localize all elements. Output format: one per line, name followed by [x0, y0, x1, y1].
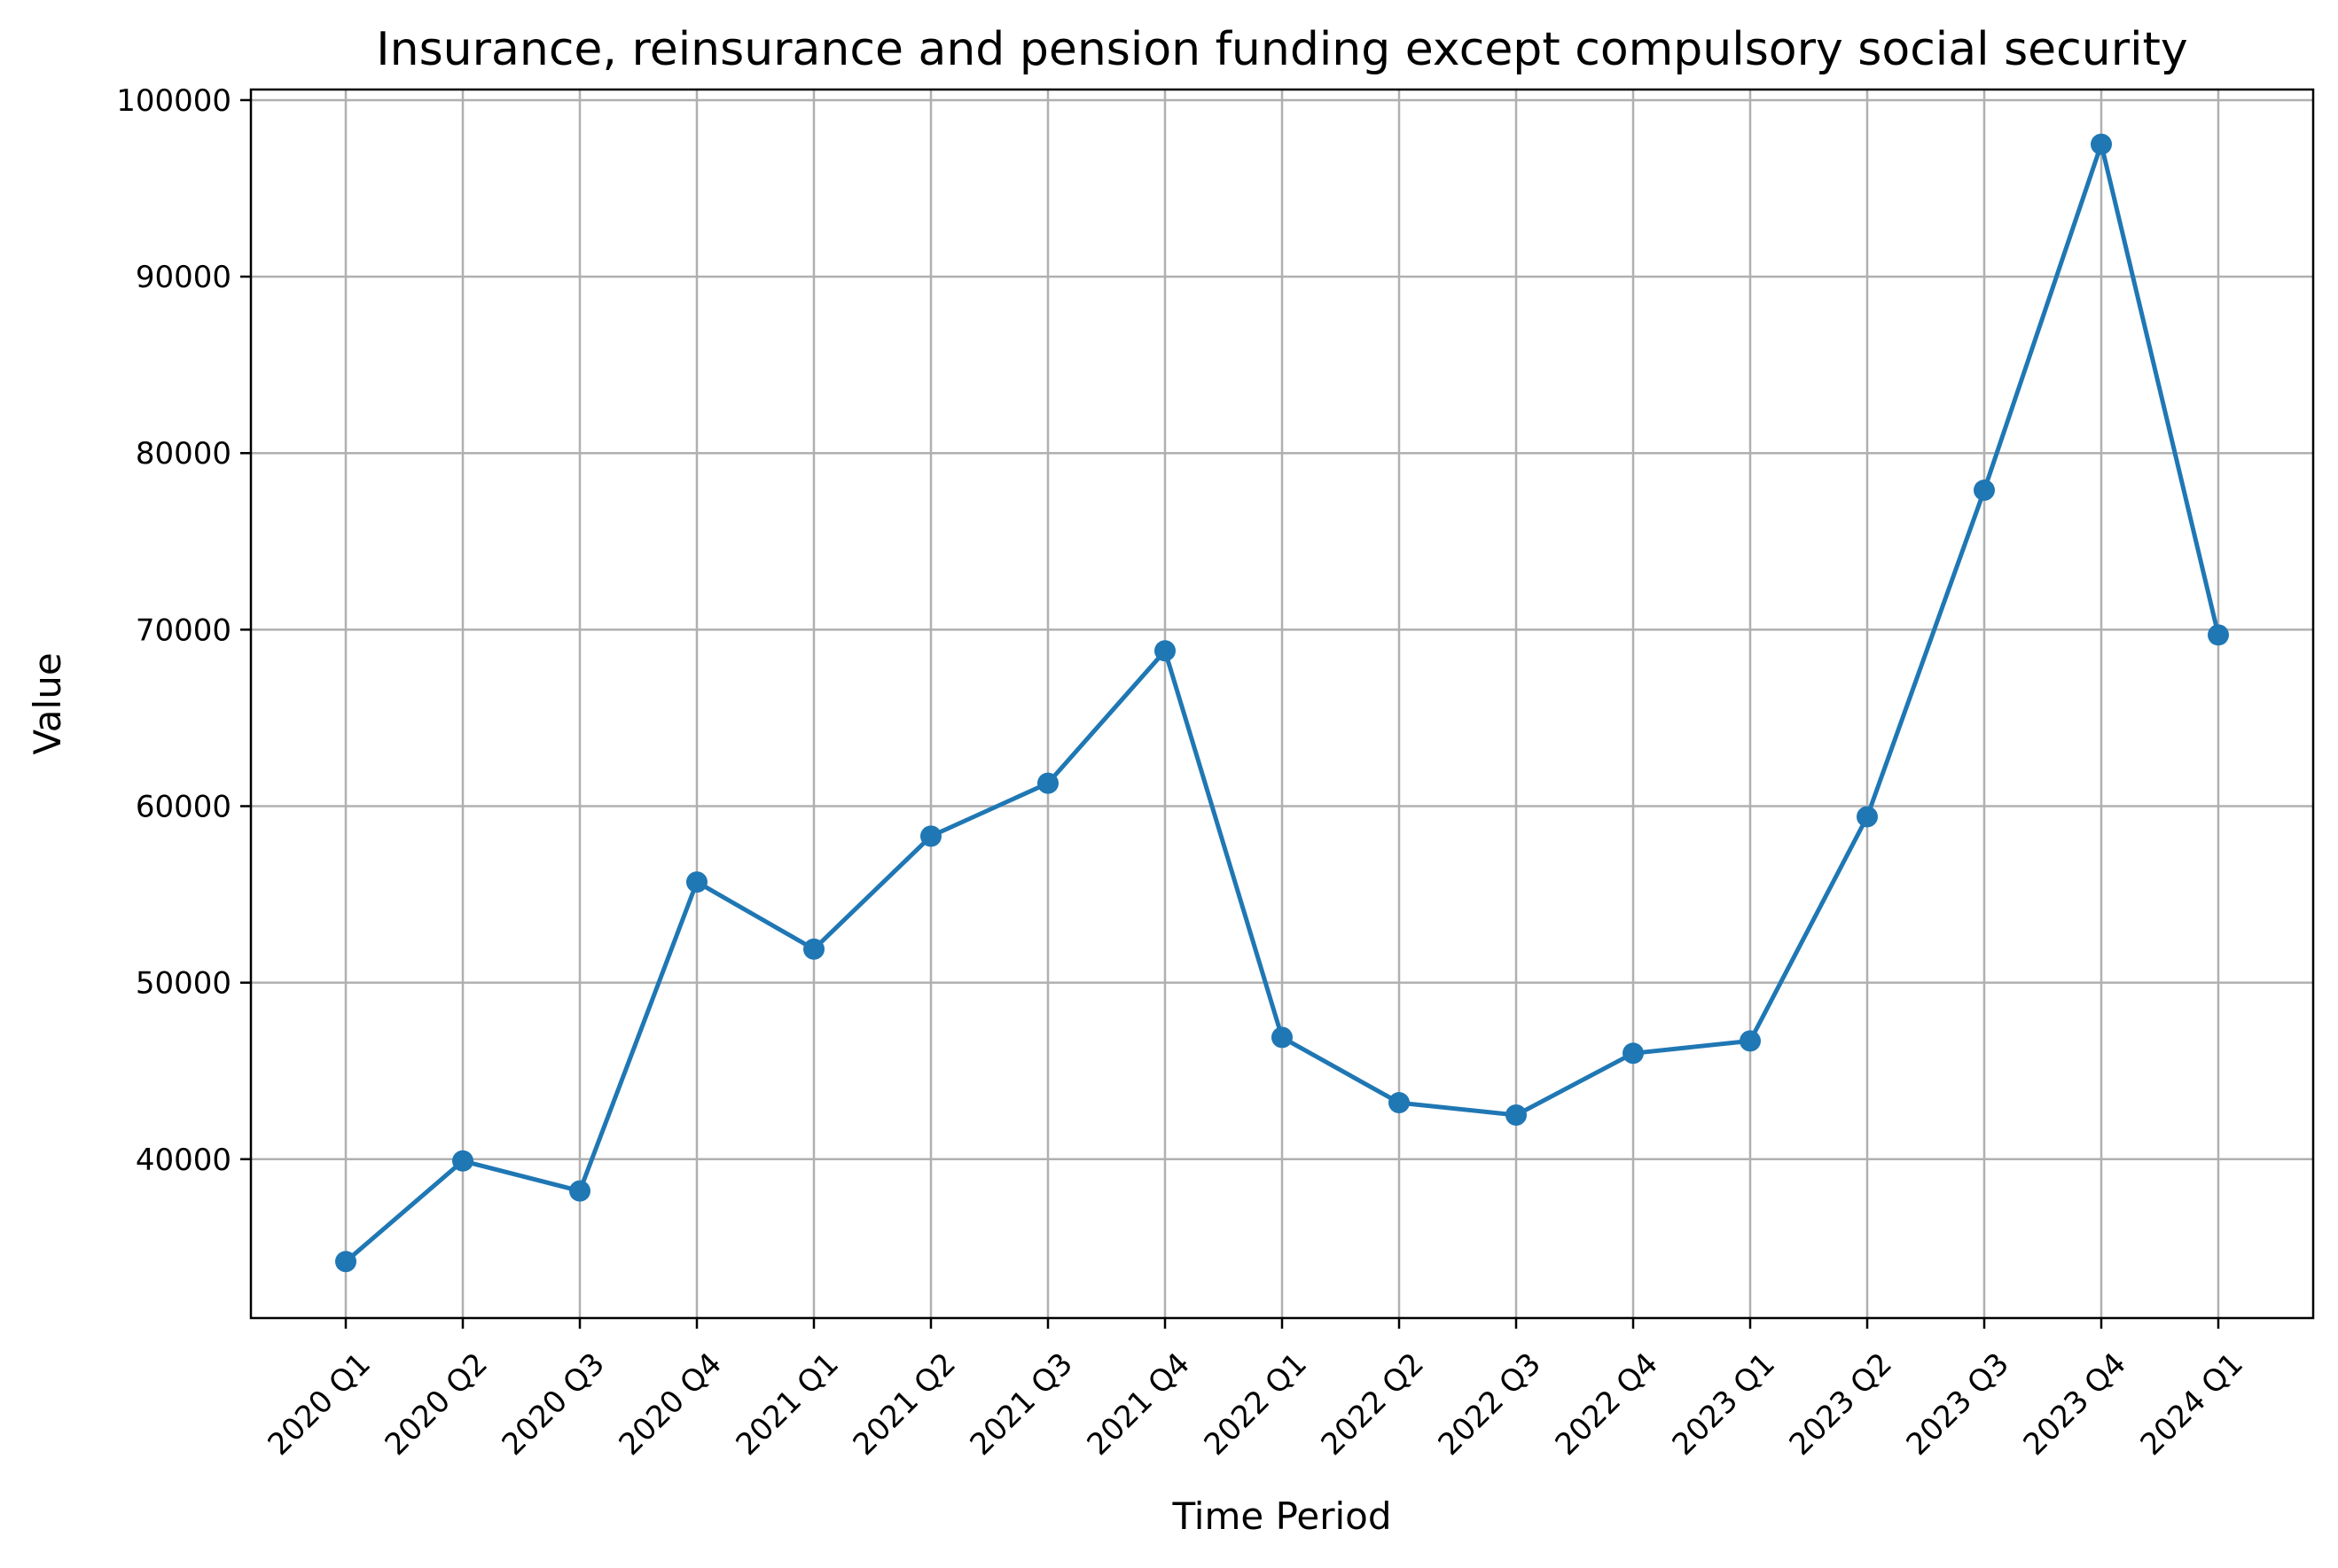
x-tick-label: 2021 Q4	[1081, 1346, 1197, 1463]
data-point	[1740, 1030, 1761, 1052]
x-tick-label: 2020 Q3	[496, 1346, 612, 1463]
data-point	[1623, 1042, 1644, 1065]
y-tick-label: 80000	[136, 436, 231, 472]
plot-area-frame	[249, 88, 2315, 1320]
y-axis-label: Value	[26, 652, 69, 754]
data-point	[1037, 772, 1059, 794]
x-tick-label: 2022 Q4	[1549, 1346, 1665, 1463]
x-tick-label: 2021 Q2	[847, 1346, 963, 1463]
data-point	[803, 938, 825, 960]
y-tick-label: 60000	[136, 790, 231, 825]
tick-layer: 2020 Q1 2020 Q2 2020 Q3 2020 Q4 2021 Q1 2021 …	[116, 83, 2250, 1463]
x-tick-label: 2024 Q1	[2134, 1346, 2250, 1463]
x-tick-label: 2021 Q1	[730, 1346, 846, 1463]
data-point	[1154, 640, 1176, 662]
x-tick-label: 2023 Q3	[1900, 1346, 2016, 1463]
data-point	[1974, 480, 1995, 502]
x-tick-label: 2020 Q1	[262, 1346, 378, 1463]
x-tick-label: 2021 Q3	[964, 1346, 1080, 1463]
data-point	[2091, 133, 2112, 155]
data-point	[686, 871, 708, 893]
data-point	[1388, 1092, 1410, 1114]
x-tick-label: 2020 Q2	[379, 1346, 495, 1463]
x-tick-label: 2022 Q3	[1432, 1346, 1548, 1463]
series-layer	[335, 133, 2229, 1273]
grid-layer	[251, 90, 2313, 1318]
y-tick-label: 90000	[136, 260, 231, 295]
y-tick-label: 50000	[136, 966, 231, 1002]
data-point	[1271, 1026, 1293, 1049]
x-tick-label: 2023 Q4	[2017, 1346, 2133, 1463]
data-point	[452, 1150, 473, 1172]
data-point	[335, 1251, 356, 1273]
x-tick-label: 2023 Q2	[1783, 1346, 1899, 1463]
x-tick-label: 2020 Q4	[613, 1346, 729, 1463]
data-point	[920, 825, 942, 847]
x-tick-label: 2022 Q2	[1315, 1346, 1431, 1463]
data-point	[1505, 1104, 1527, 1126]
x-axis-label: Time Period	[1171, 1494, 1391, 1538]
y-tick-label: 70000	[136, 612, 231, 648]
chart-title: Insurance, reinsurance and pension fundi…	[376, 23, 2187, 76]
data-point	[2208, 624, 2229, 646]
x-tick-label: 2023 Q1	[1666, 1346, 1782, 1463]
data-point	[569, 1180, 590, 1202]
data-point	[1857, 806, 1878, 828]
y-tick-label: 40000	[136, 1143, 231, 1178]
x-tick-label: 2022 Q1	[1198, 1346, 1314, 1463]
y-tick-label: 100000	[116, 83, 231, 119]
